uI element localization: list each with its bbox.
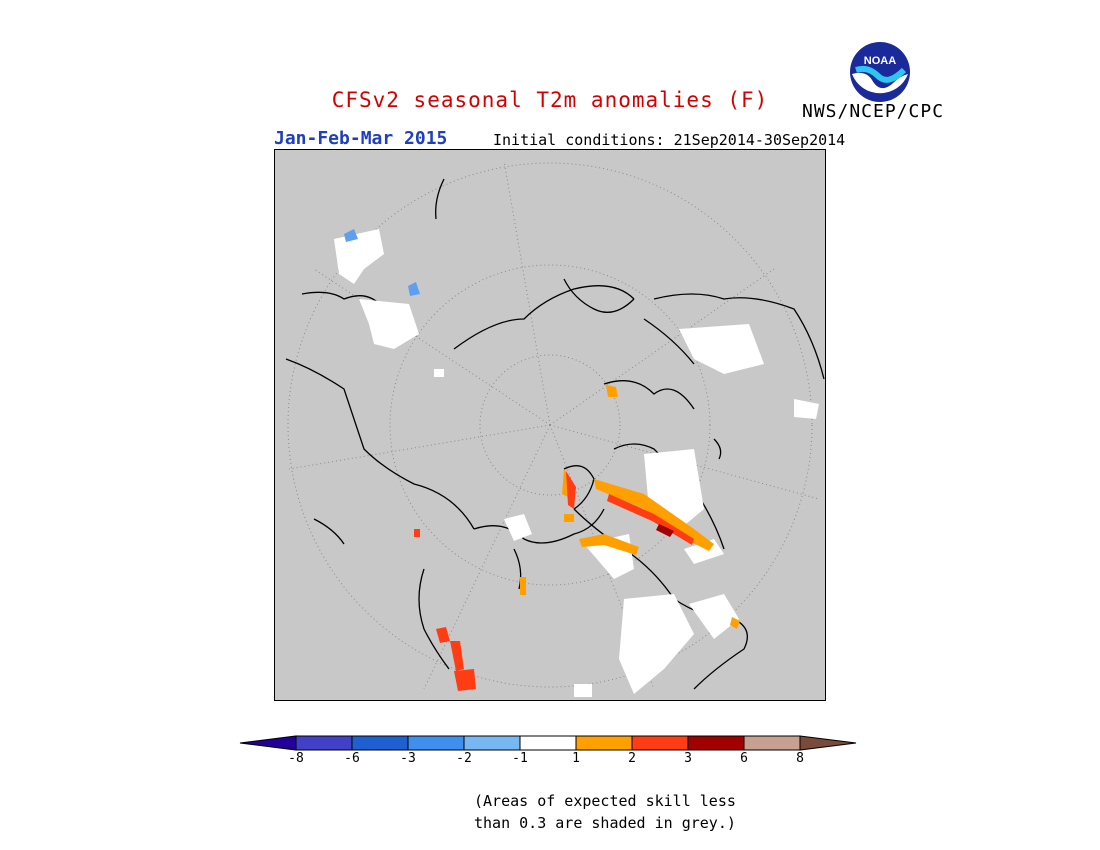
colorbar-bin (743, 735, 801, 751)
anomaly-plus-3-areas (656, 524, 674, 537)
colorbar-tick-label: 1 (572, 751, 580, 766)
colorbar-bin (575, 735, 633, 751)
colorbar-tick-label: 2 (628, 751, 636, 766)
colorbar-bin (351, 735, 409, 751)
colorbar-bin (631, 735, 689, 751)
footnote-line-2: than 0.3 are shaded in grey.) (474, 814, 736, 832)
colorbar-tick-label: 3 (684, 751, 692, 766)
colorbar-tick-label: -6 (344, 751, 360, 766)
anomaly-below-normal-areas (344, 229, 420, 296)
colorbar-bin (687, 735, 745, 751)
colorbar-tick-label: -8 (288, 751, 304, 766)
colorbar-bin (519, 735, 577, 751)
colorbar-bin-lower (239, 735, 297, 751)
map-title: CFSv2 seasonal T2m anomalies (F) (331, 88, 769, 112)
colorbar-tick-label: -1 (512, 751, 528, 766)
colorbar-tick-label: -3 (400, 751, 416, 766)
colorbar-bin-upper (799, 735, 857, 751)
anomaly-near-normal-areas (334, 229, 819, 697)
colorbar-bin (407, 735, 465, 751)
season-label: Jan-Feb-Mar 2015 (274, 128, 448, 149)
colorbar-bin (295, 735, 353, 751)
colorbar-tick-label: 8 (796, 751, 804, 766)
noaa-logo-text: NOAA (864, 55, 896, 67)
colorbar-bin (463, 735, 521, 751)
footnote-line-1: (Areas of expected skill less (474, 792, 736, 810)
initial-conditions-label: Initial conditions: 21Sep2014-30Sep2014 (493, 131, 846, 149)
colorbar-tick-label: -2 (456, 751, 472, 766)
colorbar-tick-label: 6 (740, 751, 748, 766)
noaa-logo: NOAA (848, 40, 912, 104)
skill-footnote: (Areas of expected skill less than 0.3 a… (474, 790, 736, 834)
agency-label: NWS/NCEP/CPC (802, 101, 945, 122)
polar-map (273, 148, 827, 702)
colorbar (238, 732, 862, 756)
